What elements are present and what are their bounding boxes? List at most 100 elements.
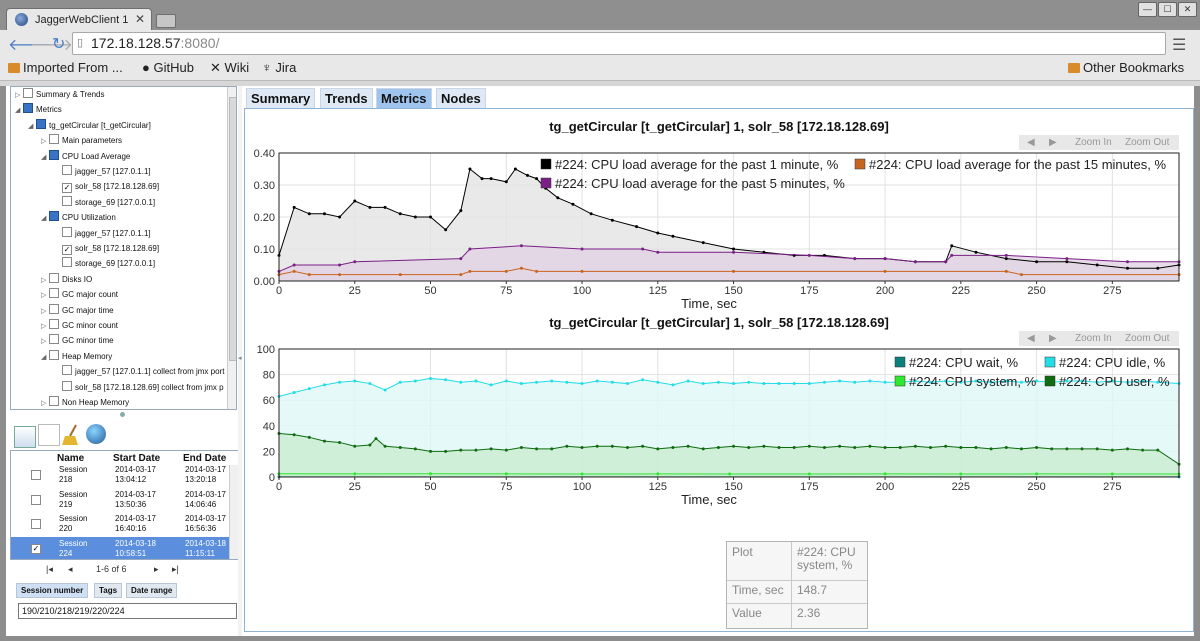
data-point[interactable] [398,380,402,384]
data-point[interactable] [732,250,736,254]
legend-label[interactable]: #224: CPU load average for the past 5 mi… [555,176,845,191]
data-point[interactable] [762,382,766,386]
data-point[interactable] [580,472,584,476]
data-point[interactable] [338,380,342,384]
legend-label[interactable]: #224: CPU load average for the past 1 mi… [555,157,839,172]
data-point[interactable] [468,247,472,251]
data-point[interactable] [338,273,342,277]
data-point[interactable] [429,215,433,219]
tree-node[interactable]: ◢ Metrics [15,103,62,117]
data-point[interactable] [959,472,963,476]
legend-swatch[interactable] [1044,375,1056,387]
data-point[interactable] [610,444,614,448]
data-point[interactable] [1125,447,1129,451]
bookmark-github[interactable]: ● GitHub [142,60,194,75]
broom-icon[interactable] [62,424,82,445]
close-tab-icon[interactable]: ✕ [135,12,146,26]
tree-node[interactable]: jagger_57 [127.0.1.1] [54,226,151,241]
data-point[interactable] [883,380,887,384]
table-row[interactable]: ✓ Session 224 2014-03-18 10:58:51 2014-03-18 1… [11,536,229,559]
tree-node[interactable]: ◢ CPU Load Average [41,149,130,164]
row-checkbox[interactable] [31,494,41,505]
tree-checkbox[interactable]: ✓ [62,183,72,194]
collapse-icon[interactable]: ◢ [28,122,34,130]
data-point[interactable] [671,234,675,238]
data-point[interactable] [292,391,296,395]
data-point[interactable] [853,257,857,261]
data-point[interactable] [468,167,472,171]
data-point[interactable] [747,446,751,450]
tree-node[interactable]: ▷ Main parameters [41,134,122,148]
legend-label[interactable]: #224: CPU wait, % [909,355,1019,370]
data-point[interactable] [944,379,948,383]
data-point[interactable] [513,167,517,171]
data-point[interactable] [322,383,326,387]
legend-swatch[interactable] [894,375,906,387]
data-point[interactable] [716,446,720,450]
data-point[interactable] [1125,266,1129,270]
data-point[interactable] [1035,379,1039,383]
table-row[interactable]: Session 218 2014-03-17 13:04:12 2014-03-17 13… [11,463,229,487]
tree-checkbox[interactable] [49,303,59,314]
first-page-icon[interactable]: |◂ [46,564,53,574]
expand-icon[interactable]: ▷ [15,92,21,99]
data-point[interactable] [595,379,599,383]
data-point[interactable] [641,247,645,251]
data-point[interactable] [1004,379,1008,383]
data-point[interactable] [474,448,478,452]
collapse-icon[interactable]: ◢ [15,107,21,115]
zoom-back-icon[interactable]: ◀ [1027,333,1035,344]
expand-icon[interactable]: ▷ [41,292,47,300]
data-point[interactable] [429,376,433,380]
tree-node[interactable]: ▷ Disks IO [41,272,92,287]
data-point[interactable] [1156,266,1160,270]
data-point[interactable] [950,253,954,257]
data-point[interactable] [974,446,978,450]
data-point[interactable] [1065,379,1069,383]
zoom-out-button[interactable]: Zoom Out [1125,333,1170,344]
data-point[interactable] [974,250,978,254]
data-point[interactable] [989,447,993,451]
data-point[interactable] [686,379,690,383]
cpu-utilization-chart[interactable]: 0 25 50 75 100 125 150 175 200 225 250 275 0 20 40 60 80… [245,345,1193,515]
globe-icon[interactable] [86,424,106,444]
data-point[interactable] [444,378,448,382]
data-point[interactable] [519,446,523,450]
reload-icon[interactable]: ↻ [52,36,66,53]
data-point[interactable] [641,378,645,382]
tree-checkbox[interactable] [62,380,72,391]
series-line[interactable] [278,168,1180,269]
last-page-icon[interactable]: ▸| [172,564,179,574]
data-point[interactable] [701,447,705,451]
data-point[interactable] [777,382,781,386]
data-point[interactable] [398,273,402,277]
data-point[interactable] [883,269,887,273]
data-point[interactable] [474,379,478,383]
data-point[interactable] [338,440,342,444]
data-point[interactable] [853,446,857,450]
data-point[interactable] [913,379,917,383]
data-point[interactable] [535,269,539,273]
expand-icon[interactable]: ▷ [41,323,47,330]
tree-node[interactable]: storage_69 [127.0.0.1] [54,257,155,271]
zoom-out-button[interactable]: Zoom Out [1125,137,1170,148]
data-point[interactable] [1004,257,1008,261]
tree-node[interactable]: storage_69 [127.0.0.1] [54,195,155,210]
data-point[interactable] [292,205,296,209]
expand-icon[interactable]: ▷ [41,307,47,315]
zoom-back-icon[interactable]: ◀ [1027,137,1035,148]
col-header-name[interactable]: Name [57,453,85,464]
data-point[interactable] [1141,379,1145,383]
data-point[interactable] [1125,380,1129,384]
data-point[interactable] [1080,379,1084,383]
data-point[interactable] [322,439,326,443]
bookmark-jira[interactable]: ♆ Jira [262,60,296,75]
data-point[interactable] [883,446,887,450]
data-point[interactable] [338,215,342,219]
data-point[interactable] [656,447,660,451]
data-point[interactable] [732,382,736,386]
data-point[interactable] [656,231,660,235]
data-point[interactable] [413,447,417,451]
data-point[interactable] [671,383,675,387]
data-point[interactable] [974,379,978,383]
